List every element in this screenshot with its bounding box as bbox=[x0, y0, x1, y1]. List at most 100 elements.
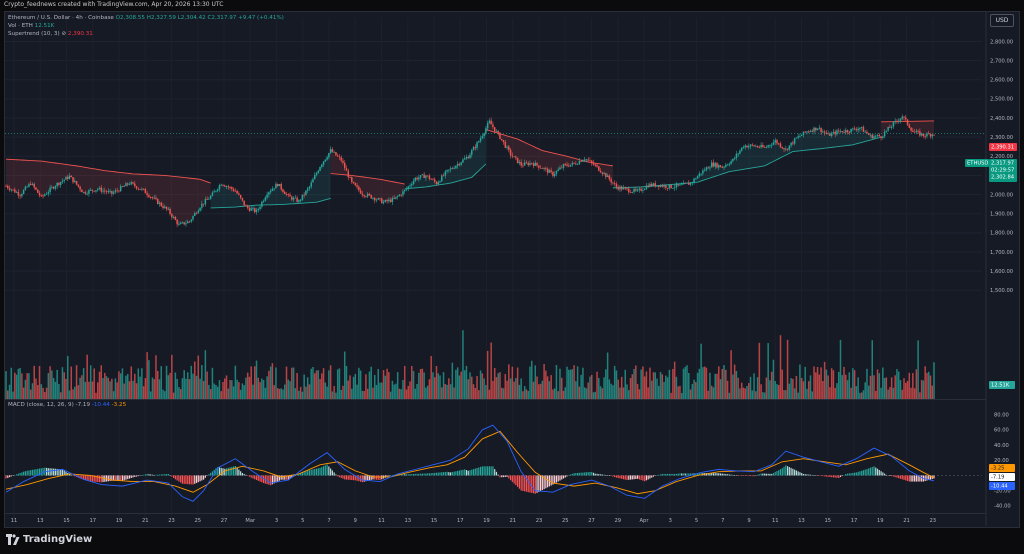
volume-bar bbox=[135, 383, 138, 399]
volume-bar bbox=[63, 372, 65, 399]
macd-histogram-bar bbox=[580, 472, 582, 476]
volume-bar bbox=[746, 385, 748, 399]
symbol-legend[interactable]: Ethereum / U.S. Dollar · 4h · Coinbase O… bbox=[8, 15, 284, 22]
macd-histogram-bar bbox=[591, 471, 593, 476]
volume-bar bbox=[107, 377, 110, 399]
candle-body bbox=[5, 185, 7, 187]
volume-legend[interactable]: Vol · ETH 12.51K bbox=[8, 23, 54, 30]
volume-bar bbox=[668, 369, 671, 399]
candle-body bbox=[545, 168, 547, 169]
macd-histogram-bar bbox=[86, 475, 88, 481]
candle-body bbox=[306, 188, 309, 191]
candle-body bbox=[830, 133, 833, 136]
volume-bar bbox=[29, 389, 32, 399]
macd-line-badge-bg bbox=[989, 482, 1015, 490]
volume-bar bbox=[815, 372, 817, 399]
candle-body bbox=[243, 200, 245, 206]
macd-histogram-bar bbox=[633, 475, 635, 480]
macd-histogram-bar bbox=[245, 474, 247, 476]
candle-body bbox=[285, 194, 288, 195]
volume-bar bbox=[666, 377, 669, 399]
candle-body bbox=[598, 166, 600, 171]
macd-histogram-bar bbox=[601, 474, 603, 476]
volume-bar bbox=[236, 379, 238, 399]
candle-body bbox=[732, 158, 734, 162]
macd-histogram-bar bbox=[677, 473, 679, 476]
candle-body bbox=[81, 189, 83, 193]
candle-body bbox=[319, 166, 321, 171]
macd-histogram-bar bbox=[797, 471, 799, 476]
macd-histogram-bar bbox=[167, 473, 169, 476]
volume-bar bbox=[615, 370, 618, 399]
volume-bar bbox=[864, 382, 866, 399]
chart-frame[interactable] bbox=[4, 11, 1020, 528]
volume-bar bbox=[714, 373, 716, 399]
macd-legend[interactable]: MACD (close, 12, 26, 9) -7.19 -10.44 -3.… bbox=[8, 402, 126, 409]
supertrend-legend[interactable]: Supertrend (10, 3) ⊘ 2,390.31 bbox=[8, 31, 93, 38]
macd-histogram-bar bbox=[462, 469, 464, 476]
macd-histogram-bar bbox=[257, 475, 259, 481]
volume-bar bbox=[820, 367, 822, 399]
candle-body bbox=[476, 142, 478, 148]
volume-bar bbox=[853, 370, 856, 399]
volume-bar bbox=[111, 378, 113, 399]
volume-bar bbox=[797, 392, 799, 399]
candle-body bbox=[688, 182, 690, 185]
volume-bar bbox=[381, 382, 383, 399]
macd-histogram-bar bbox=[494, 469, 496, 476]
volume-bar bbox=[271, 363, 274, 399]
candle-body bbox=[72, 177, 74, 183]
candle-body bbox=[105, 191, 108, 193]
volume-bar bbox=[728, 392, 731, 399]
volume-bar bbox=[785, 390, 787, 399]
candle-body bbox=[294, 197, 297, 199]
candle-body bbox=[555, 171, 558, 175]
volume-bar bbox=[49, 366, 51, 399]
volume-bar bbox=[139, 376, 141, 399]
macd-legend-value-1: -7.19 bbox=[75, 402, 91, 408]
macd-histogram-bar bbox=[317, 468, 319, 476]
currency-button[interactable]: USD bbox=[990, 14, 1014, 27]
candle-body bbox=[416, 177, 418, 180]
volume-bar bbox=[885, 377, 888, 399]
candle-body bbox=[649, 183, 651, 188]
candle-body bbox=[303, 194, 305, 196]
candle-body bbox=[472, 147, 475, 151]
volume-bar bbox=[458, 375, 461, 399]
macd-histogram-bar bbox=[598, 474, 600, 476]
volume-bar bbox=[215, 384, 217, 399]
candle-body bbox=[806, 131, 808, 133]
volume-bar bbox=[386, 368, 388, 399]
candle-body bbox=[927, 133, 930, 135]
supertrend-line-down bbox=[5, 158, 211, 184]
candle-body bbox=[211, 192, 214, 196]
macd-histogram-bar bbox=[663, 473, 665, 476]
volume-bar bbox=[188, 379, 191, 399]
candle-body bbox=[156, 198, 159, 204]
macd-histogram-bar bbox=[762, 473, 764, 476]
price-tick-label: 2,500.00 bbox=[990, 97, 1013, 103]
candle-body bbox=[236, 190, 238, 194]
macd-histogram-bar bbox=[614, 475, 616, 478]
macd-histogram-bar bbox=[224, 468, 226, 476]
volume-bar bbox=[292, 367, 295, 399]
candle-body bbox=[225, 186, 228, 188]
volume-bar bbox=[423, 372, 425, 399]
macd-histogram-bar bbox=[91, 475, 94, 482]
candle-body bbox=[783, 148, 785, 150]
macd-histogram-bar bbox=[656, 475, 658, 476]
macd-histogram-bar bbox=[23, 471, 25, 476]
candle-body bbox=[396, 196, 399, 197]
macd-histogram-bar bbox=[307, 470, 309, 476]
candle-body bbox=[610, 179, 612, 183]
volume-bar bbox=[546, 376, 549, 399]
candle-body bbox=[920, 133, 923, 136]
grid-lines bbox=[5, 12, 987, 526]
volume-bar bbox=[543, 364, 545, 399]
symbol-title[interactable]: Ethereum / U.S. Dollar · 4h · Coinbase bbox=[8, 15, 114, 21]
volume-bar bbox=[830, 368, 833, 399]
macd-histogram-bar bbox=[352, 475, 355, 481]
macd-histogram-bar bbox=[534, 475, 536, 494]
supertrend-fill-down bbox=[330, 150, 405, 203]
